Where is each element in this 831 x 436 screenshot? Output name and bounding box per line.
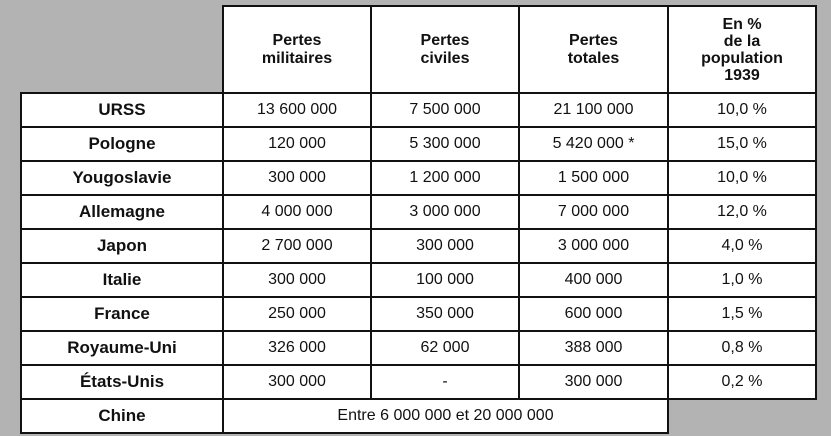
table-row: États-Unis 300 000-300 000 0,2 %	[20, 364, 817, 400]
table-row-chine: Chine Entre 6 000 000 et 20 000 000	[20, 398, 816, 434]
civilian-losses-cell: 1 200 000	[370, 160, 520, 196]
military-losses-cell: 300 000	[222, 364, 372, 400]
civilian-losses-cell: 300 000	[370, 228, 520, 264]
header-line: 1939	[724, 66, 760, 84]
header-row: Pertes militaires Pertes civiles Pertes tot…	[21, 5, 817, 94]
military-losses-cell: 120 000	[222, 126, 372, 162]
population-pct-cell: 0,8 %	[667, 330, 817, 366]
country-cell: Royaume-Uni	[20, 330, 224, 366]
header-line: Pertes	[272, 31, 322, 49]
civilian-losses-cell: 62 000	[370, 330, 520, 366]
population-pct-cell: 4,0 %	[667, 228, 817, 264]
population-pct-cell: 1,5 %	[667, 296, 817, 332]
military-losses-cell: 300 000	[222, 262, 372, 298]
total-losses-cell: 7 000 000	[518, 194, 669, 230]
header-line: Pertes	[420, 31, 470, 49]
header-line: population	[701, 49, 783, 67]
header-line: militaires	[261, 49, 333, 67]
country-cell: États-Unis	[20, 364, 224, 400]
civilian-losses-cell: 100 000	[370, 262, 520, 298]
total-losses-cell: 300 000	[518, 364, 669, 400]
total-losses-cell: 5 420 000 *	[518, 126, 669, 162]
table-row: Yougoslavie 300 000 1 200 000 1 500 000 10,0…	[20, 160, 817, 196]
header-line: En %	[722, 15, 762, 33]
military-losses-cell: 250 000	[222, 296, 372, 332]
military-losses-cell: 4 000 000	[222, 194, 372, 230]
military-losses-cell: 326 000	[222, 330, 372, 366]
table-row: Italie 300 000 100 000 400 000 1,0 %	[20, 262, 817, 298]
header-pertes-militaires: Pertes militaires	[222, 5, 372, 94]
civilian-losses-cell: 3 000 000	[370, 194, 520, 230]
merged-losses-cell: Entre 6 000 000 et 20 000 000	[222, 398, 669, 434]
total-losses-cell: 1 500 000	[518, 160, 669, 196]
civilian-losses-cell: 5 300 000	[370, 126, 520, 162]
war-losses-table: Pertes militaires Pertes civiles Pertes tot…	[20, 5, 817, 434]
total-losses-cell: 3 000 000	[518, 228, 669, 264]
total-losses-cell: 388 000	[518, 330, 669, 366]
civilian-losses-cell: -	[370, 364, 520, 400]
header-line: totales	[567, 49, 620, 67]
military-losses-cell: 13 600 000	[222, 92, 372, 128]
population-pct-cell: 1,0 %	[667, 262, 817, 298]
header-pertes-civiles: Pertes civiles	[370, 5, 520, 94]
country-cell: France	[20, 296, 224, 332]
table-row: France 250 000 350 000 600 000 1,5 %	[20, 296, 817, 332]
empty-cell	[668, 398, 816, 433]
country-cell: Allemagne	[20, 194, 224, 230]
table-row: Allemagne 4 000 000 3 000 000 7 000 000 12,0…	[20, 194, 817, 230]
header-line: civiles	[420, 49, 470, 67]
military-losses-cell: 300 000	[222, 160, 372, 196]
population-pct-cell: 15,0 %	[667, 126, 817, 162]
population-pct-cell: 12,0 %	[667, 194, 817, 230]
military-losses-cell: 2 700 000	[222, 228, 372, 264]
country-cell: Italie	[20, 262, 224, 298]
country-cell: Pologne	[20, 126, 224, 162]
header-line: de la	[723, 32, 761, 50]
civilian-losses-cell: 350 000	[370, 296, 520, 332]
table-row: URSS 13 600 000 7 500 000 21 100 000 10,0 %	[20, 92, 817, 128]
table-row: Royaume-Uni 326 000 62 000 388 000 0,8 %	[20, 330, 817, 366]
country-cell: Chine	[20, 398, 224, 434]
total-losses-cell: 600 000	[518, 296, 669, 332]
population-pct-cell: 0,2 %	[667, 364, 817, 400]
population-pct-cell: 10,0 %	[667, 92, 817, 128]
country-cell: Yougoslavie	[20, 160, 224, 196]
population-pct-cell: 10,0 %	[667, 160, 817, 196]
header-line: Pertes	[569, 31, 618, 49]
total-losses-cell: 400 000	[518, 262, 669, 298]
header-pertes-totales: Pertes totales	[518, 5, 669, 94]
total-losses-cell: 21 100 000	[518, 92, 669, 128]
table-row: Japon 2 700 000 300 000 3 000 000 4,0 %	[20, 228, 817, 264]
table-row: Pologne 120 000 5 300 000 5 420 000 * 15,0 %	[20, 126, 817, 162]
corner-cell	[21, 6, 223, 94]
header-population-pct: En % de la population 1939	[667, 5, 817, 94]
country-cell: Japon	[20, 228, 224, 264]
civilian-losses-cell: 7 500 000	[370, 92, 520, 128]
country-cell: URSS	[20, 92, 224, 128]
